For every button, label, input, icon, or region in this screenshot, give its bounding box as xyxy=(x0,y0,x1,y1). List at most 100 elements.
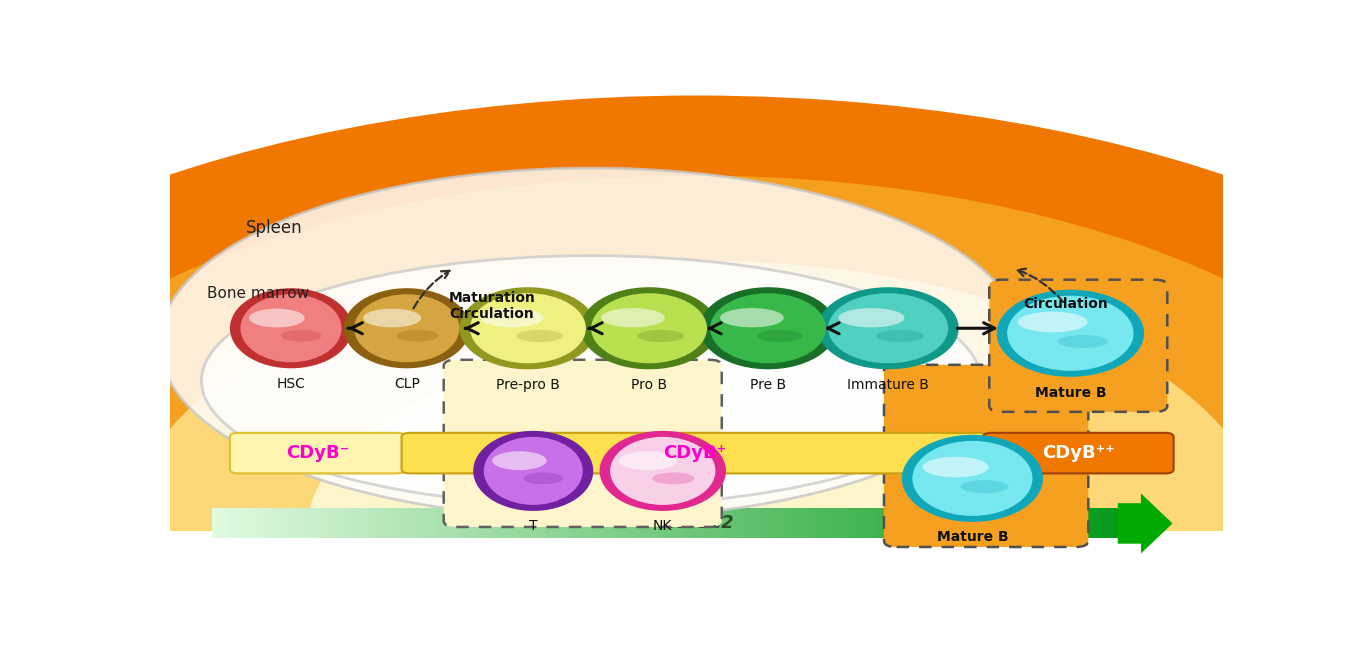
Bar xyxy=(940,508,945,538)
Bar xyxy=(510,508,514,538)
Bar xyxy=(610,508,614,538)
Bar xyxy=(881,508,885,538)
Bar xyxy=(310,508,314,538)
Bar xyxy=(1105,508,1109,538)
FancyBboxPatch shape xyxy=(883,365,1089,547)
Ellipse shape xyxy=(249,309,304,328)
Bar xyxy=(279,508,283,538)
Bar xyxy=(716,508,720,538)
Bar xyxy=(512,508,516,538)
Bar xyxy=(618,508,624,538)
Bar xyxy=(325,508,329,538)
Bar xyxy=(802,508,806,538)
Bar xyxy=(832,508,836,538)
Ellipse shape xyxy=(355,294,459,362)
Bar xyxy=(515,508,520,538)
Text: Maturation
Circulation: Maturation Circulation xyxy=(448,291,535,321)
Bar xyxy=(1002,508,1006,538)
Bar xyxy=(805,508,809,538)
Bar xyxy=(996,508,1000,538)
Bar xyxy=(391,508,395,538)
Bar xyxy=(1078,508,1082,538)
Bar xyxy=(436,508,440,538)
Bar xyxy=(1063,508,1067,538)
Bar xyxy=(807,508,811,538)
Bar xyxy=(470,508,474,538)
Bar xyxy=(792,508,796,538)
Bar xyxy=(342,508,347,538)
Text: Mature B: Mature B xyxy=(936,530,1008,544)
Bar xyxy=(837,508,841,538)
Ellipse shape xyxy=(580,287,718,369)
Ellipse shape xyxy=(516,330,563,342)
FancyBboxPatch shape xyxy=(989,280,1167,412)
Bar xyxy=(291,508,295,538)
Bar xyxy=(389,508,393,538)
Bar xyxy=(722,508,727,538)
Ellipse shape xyxy=(637,330,684,342)
Ellipse shape xyxy=(470,293,586,363)
Bar xyxy=(652,508,656,538)
Bar xyxy=(817,508,821,538)
Ellipse shape xyxy=(923,457,988,478)
Bar xyxy=(340,508,344,538)
Ellipse shape xyxy=(1057,335,1109,348)
Bar xyxy=(1071,508,1076,538)
Ellipse shape xyxy=(828,293,949,363)
Bar xyxy=(266,508,270,538)
Bar xyxy=(1026,508,1030,538)
Bar xyxy=(699,508,703,538)
Text: Immature B: Immature B xyxy=(847,378,930,393)
Bar xyxy=(977,508,981,538)
Bar xyxy=(844,508,848,538)
Ellipse shape xyxy=(711,293,826,363)
Bar xyxy=(689,508,693,538)
Bar xyxy=(756,508,760,538)
Bar xyxy=(376,508,381,538)
Bar xyxy=(606,508,612,538)
Bar xyxy=(758,508,762,538)
Bar xyxy=(473,508,477,538)
Bar xyxy=(419,508,423,538)
Bar xyxy=(783,508,787,538)
Bar xyxy=(522,508,526,538)
Bar xyxy=(443,508,447,538)
Bar xyxy=(385,508,389,538)
Bar xyxy=(556,508,560,538)
Bar xyxy=(968,508,973,538)
Bar xyxy=(734,508,738,538)
Bar xyxy=(212,508,216,538)
Bar xyxy=(813,508,818,538)
Bar xyxy=(416,508,420,538)
Bar xyxy=(1017,508,1021,538)
Bar xyxy=(709,508,715,538)
Ellipse shape xyxy=(996,290,1144,377)
Text: Spleen: Spleen xyxy=(246,219,302,237)
Bar xyxy=(404,508,408,538)
Bar xyxy=(1053,508,1057,538)
Bar xyxy=(261,508,265,538)
Ellipse shape xyxy=(473,431,594,511)
Ellipse shape xyxy=(230,288,352,369)
Ellipse shape xyxy=(610,437,715,505)
Bar xyxy=(215,508,219,538)
Bar xyxy=(476,508,481,538)
Bar xyxy=(925,508,930,538)
Bar xyxy=(896,508,900,538)
Ellipse shape xyxy=(700,287,837,369)
Bar xyxy=(849,508,853,538)
Text: Pro B: Pro B xyxy=(631,378,667,393)
Bar xyxy=(367,508,371,538)
Bar xyxy=(728,508,733,538)
Ellipse shape xyxy=(902,435,1042,522)
Text: Circulation: Circulation xyxy=(1023,297,1108,311)
Bar xyxy=(647,508,651,538)
Bar xyxy=(1108,508,1112,538)
Ellipse shape xyxy=(241,294,341,362)
Bar xyxy=(224,508,228,538)
Bar xyxy=(1056,508,1060,538)
Text: slc35c2: slc35c2 xyxy=(659,514,734,532)
Bar xyxy=(1095,508,1099,538)
Bar xyxy=(372,508,378,538)
Bar xyxy=(222,508,226,538)
